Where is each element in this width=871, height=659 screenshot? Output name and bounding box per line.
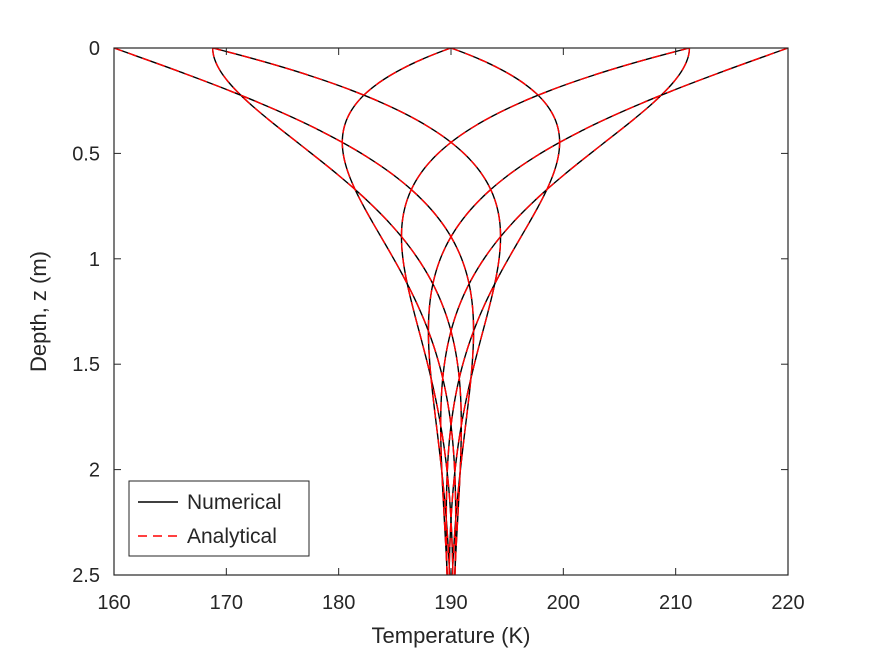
analytical-profile-line [212,48,502,575]
analytical-profile-line [427,48,788,575]
y-tick-label: 1 [89,249,100,271]
y-axis-label: Depth, z (m) [26,251,51,372]
x-tick-label: 220 [771,592,804,614]
curves-group [114,48,788,575]
legend-box [128,480,310,557]
numerical-profile-line [212,48,462,575]
y-tick-label: 2 [89,460,100,482]
y-tick-label: 0.5 [72,143,100,165]
x-tick-label: 200 [547,592,580,614]
y-tick-label: 1.5 [72,354,100,376]
y-tick-label: 2.5 [72,565,100,587]
numerical-profile-line [445,48,561,575]
x-axis-label: Temperature (K) [372,623,531,648]
x-tick-label: 160 [97,592,130,614]
ticks-group: 160 170 180 190 200 210 220 0 0.5 1 1.5 2 2.5 [72,38,805,614]
legend: Numerical Analytical [128,480,310,557]
numerical-profile-line [440,48,691,575]
x-tick-label: 190 [434,592,467,614]
legend-numerical-label: Numerical [187,491,282,514]
x-tick-label: 170 [210,592,243,614]
legend-analytical-label: Analytical [187,525,277,548]
x-tick-label: 180 [322,592,355,614]
analytical-profile-line [114,48,475,575]
numerical-profile-line [341,48,457,575]
analytical-profile-line [400,48,690,575]
x-tick-label: 210 [659,592,692,614]
y-tick-label: 0 [89,38,100,60]
